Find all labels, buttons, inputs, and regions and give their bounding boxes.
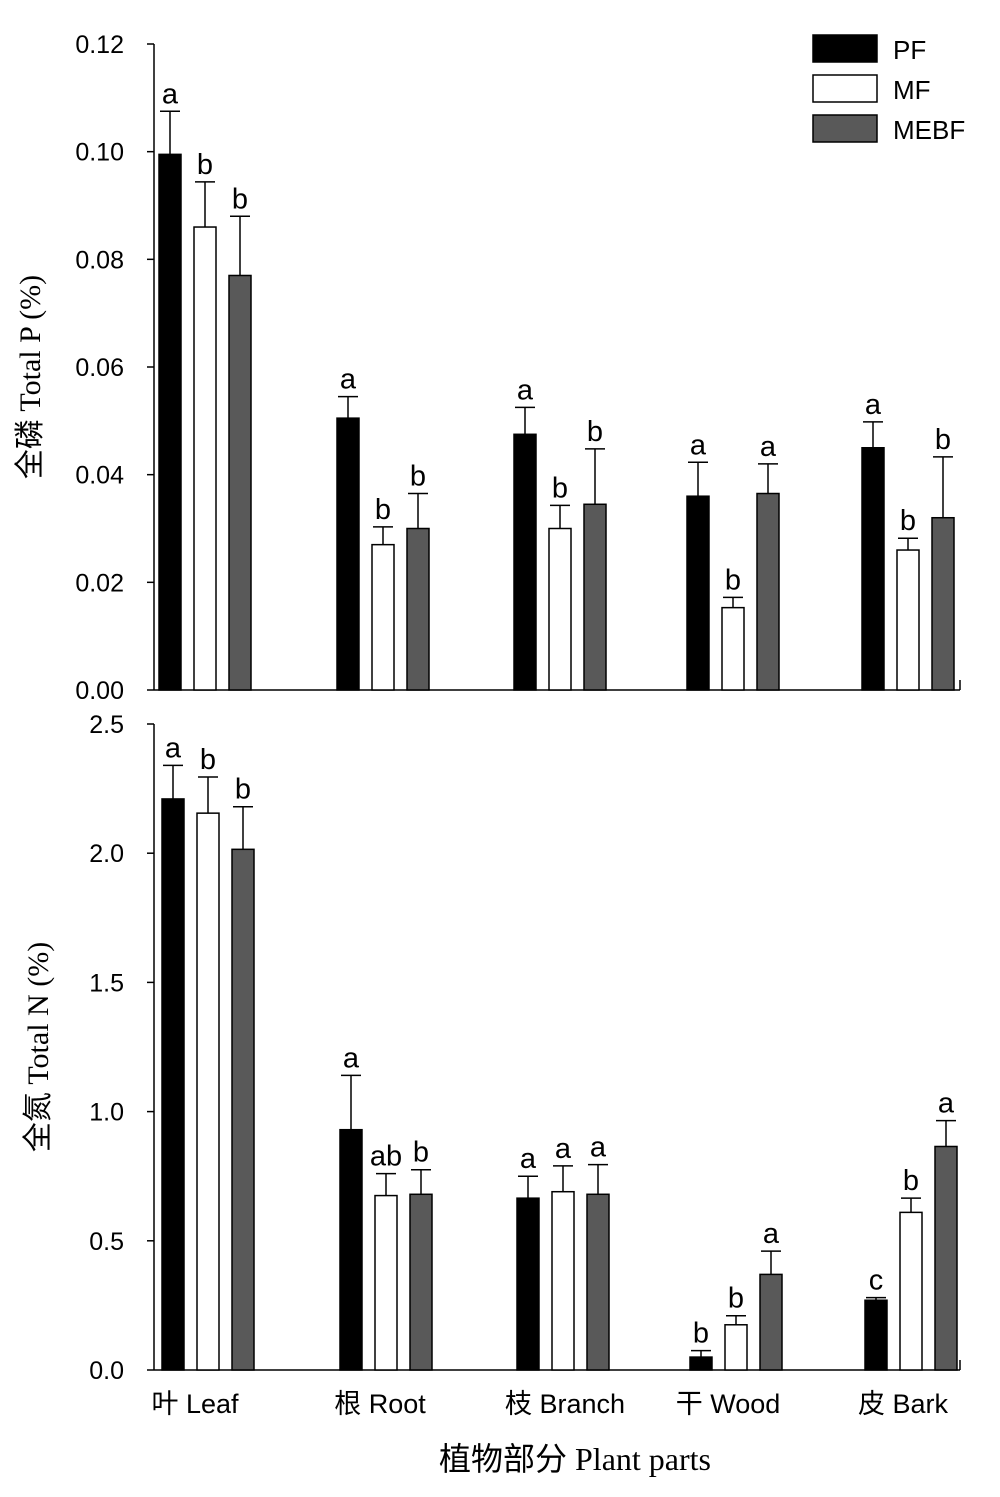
bar-mf xyxy=(724,1324,748,1371)
significance-label: b xyxy=(900,505,916,537)
significance-label: b xyxy=(232,183,248,215)
bar-mebf xyxy=(756,492,780,691)
legend-label-mebf: MEBF xyxy=(893,115,965,145)
x-axis-title: 植物部分 Plant parts xyxy=(439,1441,711,1477)
bar-mebf xyxy=(934,1145,958,1371)
significance-label: a xyxy=(865,389,882,421)
significance-label: b xyxy=(197,149,213,181)
bar-pf xyxy=(516,1197,540,1371)
significance-label: b xyxy=(587,416,603,448)
bar-mebf xyxy=(231,848,255,1371)
top-y-axis-title: 全磷 Total P (%) xyxy=(14,275,47,479)
significance-label: a xyxy=(343,1042,360,1074)
bar-mf xyxy=(899,1211,923,1371)
significance-label: a xyxy=(517,374,534,406)
legend: PF MF MEBF xyxy=(812,34,965,145)
bar-pf xyxy=(336,417,360,691)
bar-mf xyxy=(551,1190,575,1371)
bar-mf xyxy=(548,527,572,691)
significance-label: b xyxy=(413,1137,429,1169)
bottom-y-axis-title: 全氮 Total N (%) xyxy=(22,942,55,1152)
y-tick-label: 0.5 xyxy=(89,1228,124,1256)
bar-mf xyxy=(193,226,217,691)
y-tick-label: 0.02 xyxy=(75,569,124,597)
significance-label: a xyxy=(165,732,182,764)
bar-mebf xyxy=(931,516,955,691)
significance-label: b xyxy=(903,1165,919,1197)
significance-label: b xyxy=(693,1318,709,1350)
significance-label: b xyxy=(552,472,568,504)
y-tick-label: 0.06 xyxy=(75,354,124,382)
category-label: 根 Root xyxy=(334,1389,426,1419)
y-tick-label: 2.0 xyxy=(89,840,124,868)
bar-pf xyxy=(686,495,710,691)
bar-mebf xyxy=(409,1193,433,1371)
bar-pf xyxy=(861,447,885,691)
bar-mebf xyxy=(759,1273,783,1371)
y-tick-label: 0.04 xyxy=(75,462,124,490)
bar-mf xyxy=(374,1194,398,1371)
bar-pf xyxy=(161,798,185,1371)
category-label: 枝 Branch xyxy=(505,1389,625,1419)
significance-label: a xyxy=(555,1133,572,1165)
legend-label-pf: PF xyxy=(893,35,926,65)
significance-label: a xyxy=(938,1088,955,1120)
significance-label: b xyxy=(935,424,951,456)
bar-pf xyxy=(689,1356,713,1371)
bar-pf xyxy=(339,1128,363,1371)
significance-label: b xyxy=(725,564,741,596)
bar-mebf xyxy=(228,274,252,691)
significance-label: a xyxy=(162,78,179,110)
significance-label: b xyxy=(235,774,251,806)
y-tick-label: 0.00 xyxy=(75,677,124,705)
y-tick-label: 0.08 xyxy=(75,246,124,274)
bar-pf xyxy=(513,433,537,691)
bar-mf xyxy=(196,812,220,1371)
significance-label: b xyxy=(375,494,391,526)
bar-mf xyxy=(371,543,395,691)
legend-label-mf: MF xyxy=(893,75,931,105)
significance-label: b xyxy=(200,744,216,776)
significance-label: a xyxy=(520,1143,537,1175)
y-tick-label: 1.5 xyxy=(89,969,124,997)
bar-pf xyxy=(158,153,182,691)
bar-mf xyxy=(896,549,920,691)
significance-label: c xyxy=(869,1265,884,1297)
y-tick-label: 1.0 xyxy=(89,1099,124,1127)
bar-pf xyxy=(864,1299,888,1371)
bar-mebf xyxy=(406,527,430,691)
category-label: 叶 Leaf xyxy=(151,1389,239,1419)
legend-swatch-mebf xyxy=(812,114,878,143)
y-tick-label: 0.10 xyxy=(75,139,124,167)
legend-swatch-mf xyxy=(812,74,878,103)
bar-mf xyxy=(721,606,745,691)
y-tick-label: 0.0 xyxy=(89,1357,124,1385)
category-label: 干 Wood xyxy=(676,1389,781,1419)
legend-swatch-pf xyxy=(812,34,878,63)
significance-label: a xyxy=(760,431,777,463)
y-tick-label: 2.5 xyxy=(89,711,124,739)
significance-label: ab xyxy=(370,1141,402,1173)
significance-label: a xyxy=(340,364,357,396)
y-tick-label: 0.12 xyxy=(75,31,124,59)
significance-label: a xyxy=(590,1132,607,1164)
significance-label: b xyxy=(728,1283,744,1315)
significance-label: b xyxy=(410,461,426,493)
category-labels: 叶 Leaf 根 Root 枝 Branch 干 Wood 皮 Bark xyxy=(151,1389,948,1419)
significance-label: a xyxy=(690,429,707,461)
category-label: 皮 Bark xyxy=(858,1389,949,1419)
bar-mebf xyxy=(586,1193,610,1371)
significance-label: a xyxy=(763,1218,780,1250)
bar-mebf xyxy=(583,503,607,691)
